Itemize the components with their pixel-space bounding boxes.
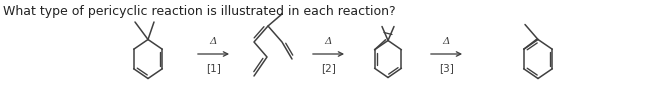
Text: [2]: [2] [321, 63, 336, 73]
Text: Δ: Δ [443, 37, 450, 46]
Text: Δ: Δ [210, 37, 217, 46]
Text: What type of pericyclic reaction is illustrated in each reaction?: What type of pericyclic reaction is illu… [3, 5, 396, 18]
Text: [3]: [3] [439, 63, 454, 73]
Text: [1]: [1] [206, 63, 221, 73]
Text: Δ: Δ [325, 37, 332, 46]
